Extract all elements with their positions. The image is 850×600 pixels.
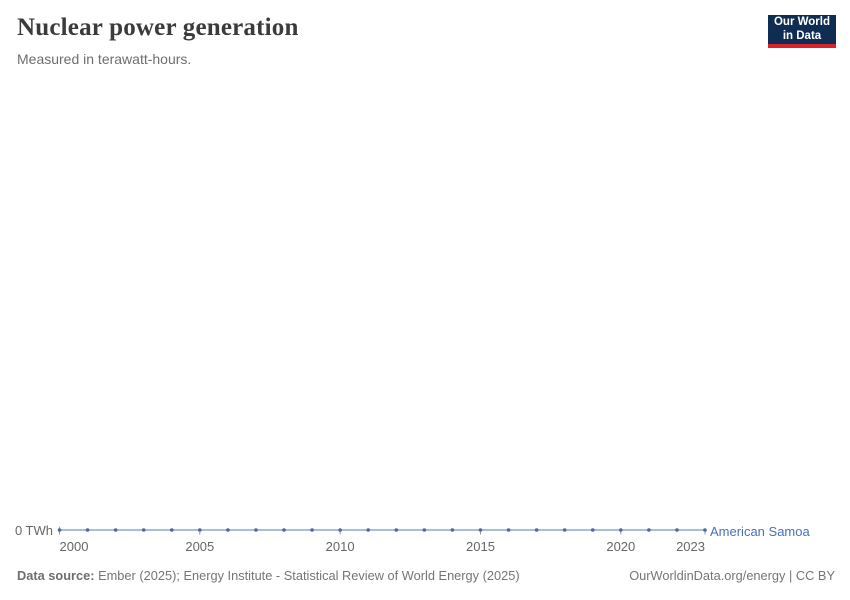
owid-logo[interactable]: Our World in Data bbox=[768, 15, 836, 48]
data-source-note: Data source: Ember (2025); Energy Instit… bbox=[17, 568, 520, 583]
owid-url-link[interactable]: OurWorldinData.org/energy | CC BY bbox=[629, 568, 835, 583]
data-source-text: Ember (2025); Energy Institute - Statist… bbox=[98, 568, 520, 583]
x-tick-label-2020: 2020 bbox=[606, 539, 636, 554]
chart-title: Nuclear power generation bbox=[17, 14, 299, 41]
data-source-label: Data source: bbox=[17, 568, 95, 583]
x-tick-label-2010: 2010 bbox=[325, 539, 355, 554]
chart-footer: Data source: Ember (2025); Energy Instit… bbox=[17, 568, 835, 583]
chart-subtitle: Measured in terawatt-hours. bbox=[17, 51, 192, 67]
owid-logo-line2: in Data bbox=[782, 29, 822, 42]
x-tick-label-2000: 2000 bbox=[59, 539, 89, 554]
x-tick-label-2015: 2015 bbox=[466, 539, 495, 554]
series-label-american-samoa[interactable]: American Samoa bbox=[710, 524, 810, 539]
owid-logo-line1: Our World bbox=[773, 16, 830, 29]
y-axis-zero-label: 0 TWh bbox=[14, 523, 53, 538]
x-tick-label-2005: 2005 bbox=[185, 539, 215, 554]
x-tick-label-2023: 2023 bbox=[676, 539, 705, 554]
